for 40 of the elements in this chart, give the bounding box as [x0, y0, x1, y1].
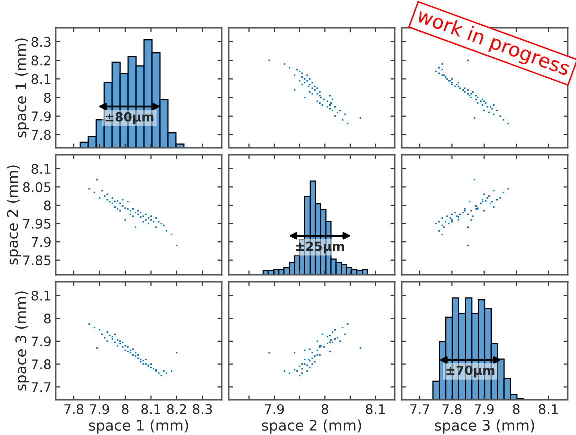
- y-tick-label: 8.05: [23, 182, 51, 192]
- annotation: ±70µm: [446, 366, 495, 378]
- x-tick-label: 7.8: [442, 404, 462, 414]
- x-tick-label: 8.1: [142, 404, 160, 414]
- y-tick-label: 7.95: [24, 219, 51, 229]
- y-tick-label: 8.1: [32, 164, 51, 174]
- y-axis-title: space 3 (mm): [15, 292, 30, 391]
- x-axis-title: space 1 (mm): [89, 420, 188, 434]
- y-axis-title: space 1 (mm): [15, 38, 30, 138]
- x-tick-label: 8: [322, 404, 328, 414]
- x-tick-label: 7.8: [64, 404, 84, 414]
- y-tick-label: 7.9: [32, 336, 51, 347]
- y-axis-title: space 2 (mm): [6, 166, 22, 265]
- x-tick-label: 7.9: [90, 404, 110, 414]
- x-tick-label: 7.9: [474, 404, 494, 414]
- y-tick-label: 8: [44, 92, 51, 103]
- y-tick-label: 7.9: [32, 237, 51, 248]
- y-tick-label: 8.3: [32, 37, 51, 48]
- y-tick-label: 8.2: [32, 56, 51, 66]
- y-tick-label: 8.1: [32, 74, 51, 84]
- x-tick-label: 8: [513, 404, 520, 414]
- annotation: ±25µm: [296, 242, 344, 254]
- y-tick-label: 7.9: [32, 112, 51, 122]
- x-tick-label: 8.3: [193, 404, 212, 414]
- x-axis-title: space 2 (mm): [262, 420, 362, 434]
- y-tick-label: 8: [44, 314, 51, 324]
- y-tick-label: 7.8: [32, 130, 51, 140]
- y-tick-label: 7.85: [24, 256, 51, 266]
- x-tick-label: 8.1: [539, 404, 558, 414]
- x-tick-label: 7.7: [410, 404, 430, 414]
- x-tick-label: 7.9: [265, 404, 284, 414]
- y-tick-label: 7.8: [32, 360, 51, 370]
- x-tick-label: 8.2: [167, 404, 186, 414]
- x-tick-label: 8.1: [366, 404, 386, 414]
- y-tick-label: 8.1: [32, 290, 51, 301]
- y-tick-label: 7.7: [32, 382, 51, 392]
- y-tick-label: 8: [44, 200, 51, 211]
- annotation: ±80µm: [106, 112, 154, 124]
- x-tick-label: 8: [122, 404, 129, 414]
- x-axis-title: space 3 (mm): [435, 420, 534, 434]
